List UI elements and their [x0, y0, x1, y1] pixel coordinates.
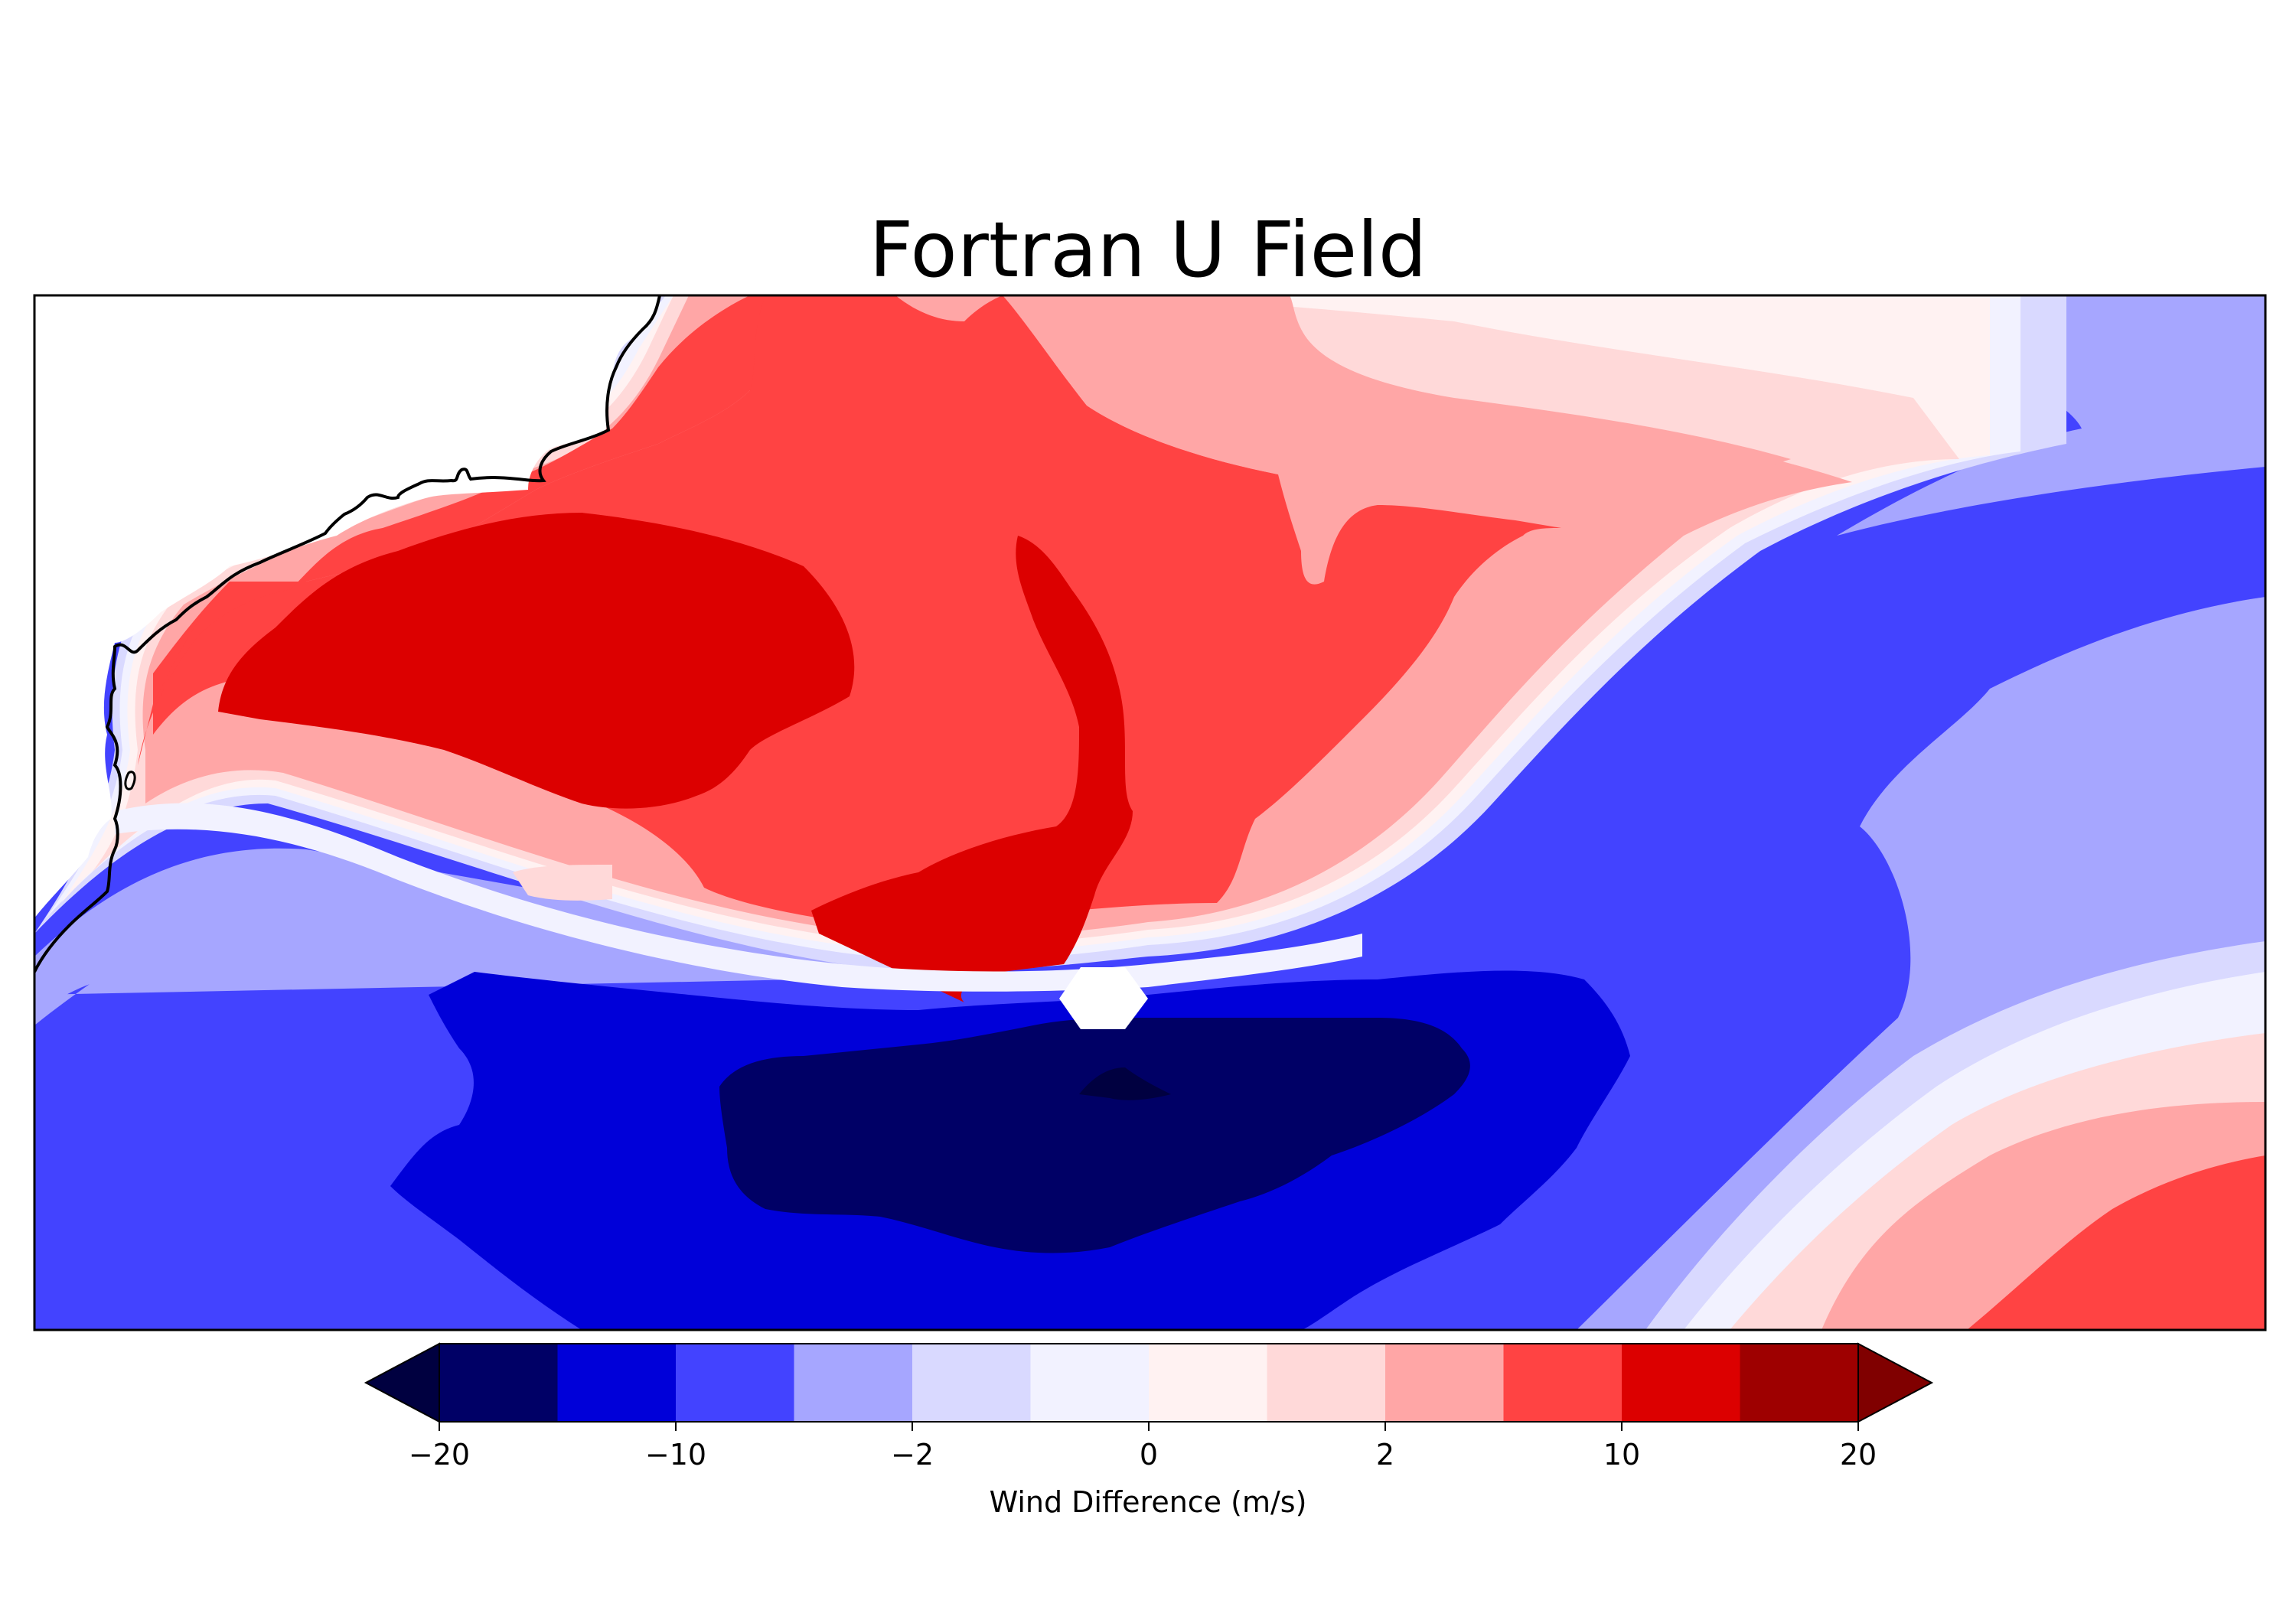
coastline-island [124, 771, 136, 790]
lobe-light-red-northeast [1003, 295, 1791, 505]
band-red-southeast [1967, 1155, 2265, 1330]
colorbar-tick-label: 10 [1603, 1438, 1640, 1471]
core-deep-red-west [218, 513, 855, 809]
colorbar-bin [676, 1344, 794, 1422]
band-light-blue-west-2 [34, 848, 995, 1018]
colorbar-ticks: −20 −10 −2 0 2 10 20 [409, 1422, 1877, 1471]
map-frame [33, 294, 2267, 1331]
coastline [34, 295, 661, 973]
colorbar-bin [439, 1344, 558, 1422]
colorbar-bin [912, 1344, 1031, 1422]
warm-field-red-upper-left [138, 295, 765, 765]
missing-value-patch [1059, 967, 1148, 1029]
core-deep-red-center [811, 536, 1133, 1002]
colorbar-bin [1267, 1344, 1386, 1422]
colorbar-tick-label: 20 [1840, 1438, 1877, 1471]
colorbar-tick-label: 0 [1140, 1438, 1158, 1471]
front-white [115, 803, 1362, 992]
band-light-blue-east-2 [1837, 295, 2265, 536]
map-title: Fortran U Field [869, 205, 1427, 295]
cold-deepest-spot [1079, 1067, 1171, 1100]
colorbar-extend-under [364, 1342, 440, 1423]
colorbar-tick-label: −2 [891, 1438, 934, 1471]
colorbar-extend-over [1857, 1342, 1934, 1423]
colorbar-tick-label: −10 [645, 1438, 706, 1471]
colorbar-bin [1740, 1344, 1859, 1422]
map-panel [34, 295, 2265, 1330]
colorbar-bin [794, 1344, 913, 1422]
patch-pink-west [513, 865, 612, 901]
colorbar-bin [1030, 1344, 1150, 1422]
cold-navy-core [719, 1018, 1470, 1253]
colorbar-bin [1622, 1344, 1740, 1422]
colorbar-label: Wind Difference (m/s) [990, 1485, 1307, 1519]
colorbar-bin [1149, 1344, 1267, 1422]
colorbar [364, 1342, 1934, 1423]
warm-field-red [153, 295, 1561, 928]
colorbar-bin [1503, 1344, 1623, 1422]
colorbar-tick-label: −20 [409, 1438, 470, 1471]
lobe-light-red-north [895, 295, 1003, 321]
colorbar-bin [1385, 1344, 1504, 1422]
colorbar-bin [557, 1344, 677, 1422]
land-northwest [34, 295, 660, 918]
colorbar-tick-label: 2 [1376, 1438, 1394, 1471]
